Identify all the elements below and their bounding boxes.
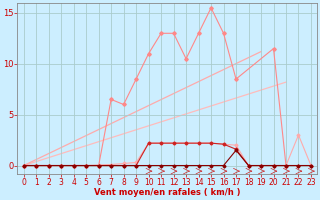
- X-axis label: Vent moyen/en rafales ( km/h ): Vent moyen/en rafales ( km/h ): [94, 188, 241, 197]
